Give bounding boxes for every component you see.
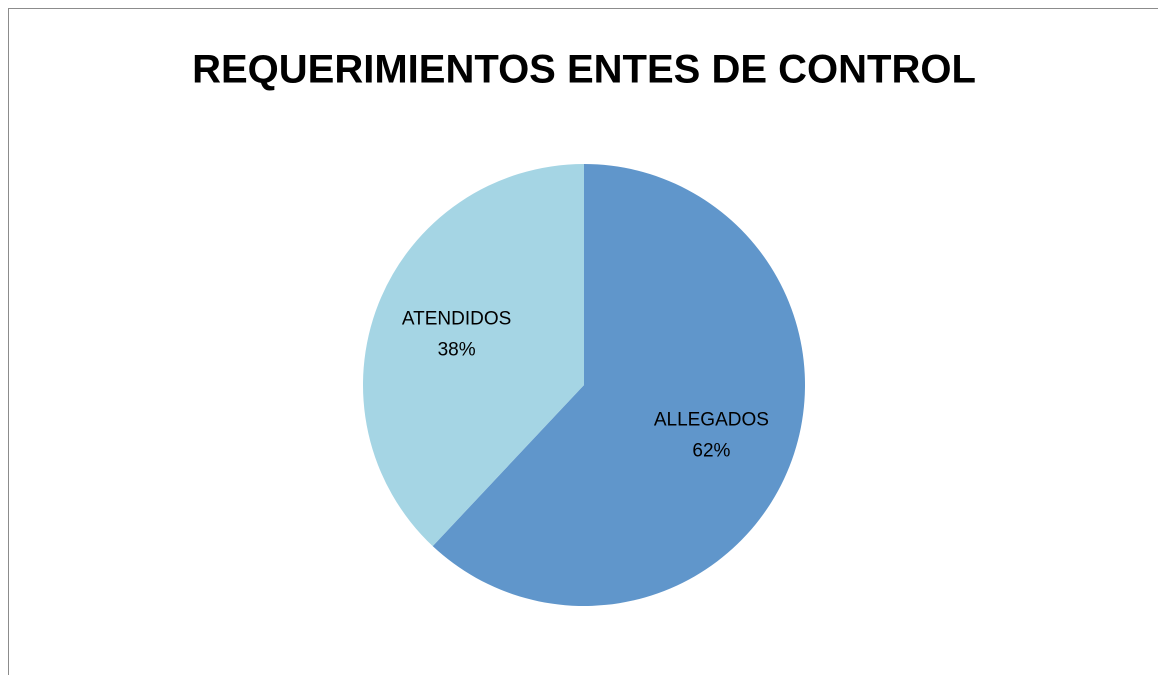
slice-value-label: 62% (692, 440, 730, 461)
slice-category-label: ALLEGADOS (654, 409, 769, 430)
slice-value-label: 38% (438, 340, 476, 361)
slice-category-label: ATENDIDOS (402, 309, 511, 330)
pie-slice (432, 164, 805, 606)
chart-title: REQUERIMIENTOS ENTES DE CONTROL (192, 48, 976, 92)
pie-slice (363, 163, 584, 547)
